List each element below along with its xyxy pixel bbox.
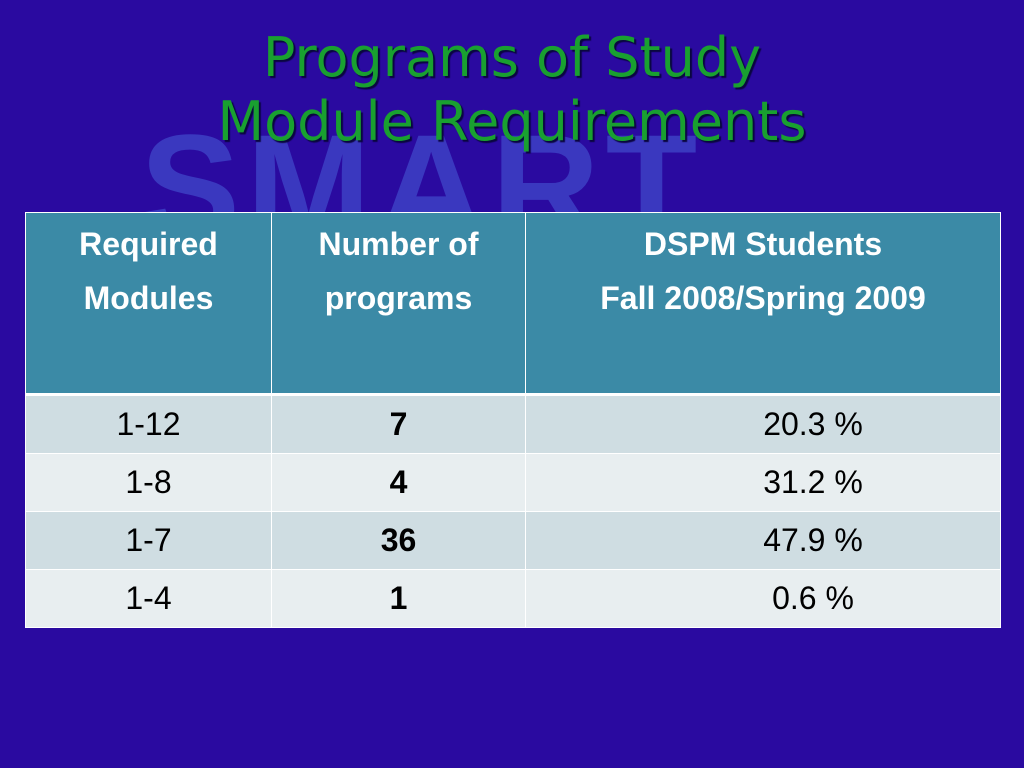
- modules-cell: 1-8: [25, 453, 272, 512]
- header-text: programs: [324, 280, 473, 316]
- percent-cell: 0.6 %: [525, 569, 1001, 628]
- table-row: 1-7 36 47.9 %: [25, 511, 1001, 570]
- header-required-modules: Required Modules: [25, 212, 272, 396]
- table-row: 1-8 4 31.2 %: [25, 453, 1001, 512]
- title-line-1: Programs of Study: [262, 26, 762, 89]
- percent-cell: 31.2 %: [525, 453, 1001, 512]
- header-text: Fall 2008/Spring 2009: [600, 280, 926, 316]
- table-header-row: Required Modules Number of programs DSPM…: [25, 212, 1001, 396]
- title-line-2: Module Requirements: [217, 90, 807, 153]
- slide-title: Programs of Study Module Requirements: [0, 26, 1024, 154]
- header-text: Required: [79, 226, 218, 262]
- header-number-of-programs: Number of programs: [271, 212, 526, 396]
- programs-cell: 36: [271, 511, 526, 570]
- programs-cell: 1: [271, 569, 526, 628]
- header-text: Modules: [83, 280, 214, 316]
- modules-cell: 1-12: [25, 394, 272, 454]
- programs-cell: 4: [271, 453, 526, 512]
- table-row: 1-12 7 20.3 %: [25, 394, 1001, 454]
- header-text: DSPM Students: [643, 226, 883, 262]
- programs-cell: 7: [271, 394, 526, 454]
- percent-cell: 47.9 %: [525, 511, 1001, 570]
- percent-cell: 20.3 %: [525, 394, 1001, 454]
- modules-cell: 1-4: [25, 569, 272, 628]
- modules-cell: 1-7: [25, 511, 272, 570]
- header-dspm-students: DSPM Students Fall 2008/Spring 2009: [525, 212, 1001, 396]
- header-text: Number of: [318, 226, 479, 262]
- module-requirements-table: Required Modules Number of programs DSPM…: [25, 212, 1001, 628]
- table-row: 1-4 1 0.6 %: [25, 569, 1001, 628]
